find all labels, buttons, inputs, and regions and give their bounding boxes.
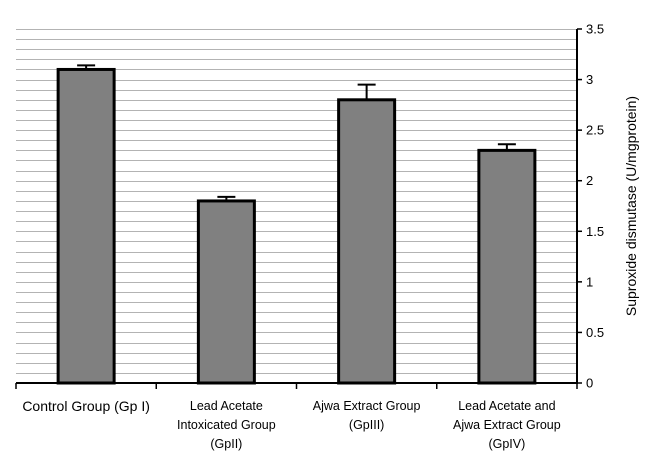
bars <box>56 67 537 385</box>
y-tick-label: 3.5 <box>586 22 604 37</box>
bar <box>56 67 116 385</box>
y-tick-label: 0 <box>586 376 593 391</box>
y-tick-labels: 0 0.5 1 1.5 2 2.5 3 3.5 <box>577 22 604 391</box>
category-label: Lead Acetate and Ajwa Extract Group (GpIV) <box>453 399 561 451</box>
bar <box>477 148 537 385</box>
category-label: Control Group (Gp I) <box>22 398 150 414</box>
category-label: Lead Acetate Intoxicated Group (GpII) <box>177 399 276 451</box>
y-tick-label: 2.5 <box>586 123 604 138</box>
y-tick-label: 2 <box>586 173 593 188</box>
y-tick-label: 1.5 <box>586 224 604 239</box>
y-tick-label: 1 <box>586 274 593 289</box>
error-bars <box>77 64 516 201</box>
axes <box>15 29 578 389</box>
category-label: Ajwa Extract Group (GpIII) <box>313 399 421 432</box>
y-axis-title: Suproxide dismutase (U/mgprotein) <box>623 96 639 316</box>
x-category-labels: Control Group (Gp I) Lead Acetate Intoxica… <box>22 398 560 451</box>
bar <box>196 199 256 385</box>
y-tick-label: 3 <box>586 72 593 87</box>
y-tick-label: 0.5 <box>586 325 604 340</box>
bar <box>337 98 397 385</box>
